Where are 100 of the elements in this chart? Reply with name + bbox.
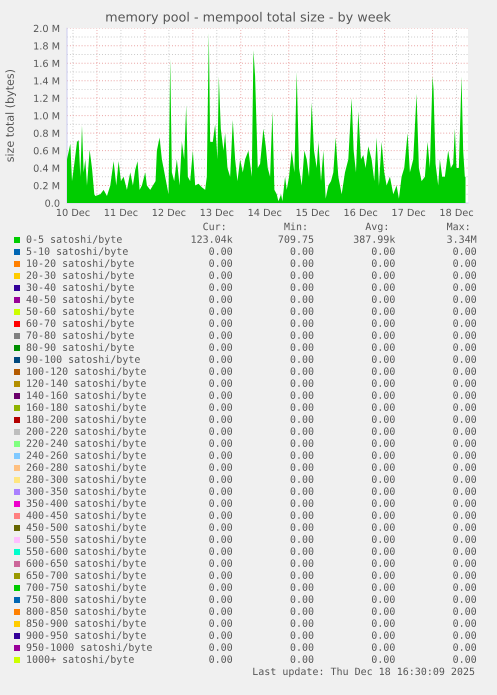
text: 0.00 bbox=[453, 619, 476, 627]
text: 0.00 bbox=[290, 427, 314, 435]
text: 0.00 bbox=[453, 259, 476, 267]
legend-label: 120-140 satoshi/byte bbox=[27, 379, 146, 389]
y-tick-label: 0.0 bbox=[45, 199, 60, 207]
text: 0.00 bbox=[453, 607, 476, 615]
text: 0.00 bbox=[209, 355, 232, 363]
legend-label: 900-950 satoshi/byte bbox=[26, 631, 146, 641]
legend-label: 160-180 satoshi/byte bbox=[27, 403, 146, 413]
text: 0.00 bbox=[209, 631, 232, 639]
text: 0.00 bbox=[209, 367, 232, 375]
text: 0.00 bbox=[453, 487, 476, 495]
text: 0.00 bbox=[290, 475, 314, 483]
text: 0.00 bbox=[453, 379, 476, 387]
legend-label: 20-30 satoshi/byte bbox=[26, 271, 134, 281]
text: 0.00 bbox=[209, 247, 232, 255]
text: 0.00 bbox=[372, 355, 395, 363]
text: 0.00 bbox=[290, 583, 314, 591]
legend-label: 500-550 satoshi/byte bbox=[26, 535, 146, 545]
text: 0.00 bbox=[290, 307, 314, 315]
text: 0.00 bbox=[453, 355, 476, 363]
text: 0.00 bbox=[209, 523, 232, 531]
text: 0.00 bbox=[372, 571, 395, 579]
text: 0.00 bbox=[372, 583, 395, 591]
text: 0.00 bbox=[209, 643, 232, 651]
text: 0.00 bbox=[372, 319, 395, 327]
text: 0.00 bbox=[453, 427, 476, 435]
legend-label: 220-240 satoshi/byte bbox=[26, 439, 146, 449]
text: 0.00 bbox=[372, 655, 395, 663]
text: 0.00 bbox=[290, 571, 314, 579]
text: Min: bbox=[284, 222, 306, 230]
text: 0.00 bbox=[372, 559, 395, 567]
text: 0.00 bbox=[290, 547, 314, 555]
legend-label: 80-90 satoshi/byte bbox=[26, 343, 134, 353]
text: 0.00 bbox=[372, 475, 395, 483]
text: 0.00 bbox=[290, 511, 314, 519]
text: 0.00 bbox=[209, 583, 232, 591]
text: 0.00 bbox=[372, 463, 395, 471]
legend-label: 30-40 satoshi/byte bbox=[26, 283, 134, 293]
text: 0.00 bbox=[453, 283, 476, 291]
y-tick-label: 2.0 M bbox=[34, 24, 60, 32]
legend-label: 750-800 satoshi/byte bbox=[26, 595, 146, 605]
text: 0.00 bbox=[209, 295, 232, 303]
x-tick-label: 17 Dec bbox=[392, 208, 426, 216]
text: 0.00 bbox=[209, 415, 232, 423]
text: 0.00 bbox=[453, 475, 476, 483]
x-tick-label: 11 Dec bbox=[104, 208, 138, 216]
text: 0.00 bbox=[290, 283, 314, 291]
text: Avg: bbox=[365, 222, 387, 232]
text: 0.00 bbox=[209, 379, 232, 387]
text: 0.00 bbox=[290, 319, 314, 327]
text: 709.75 bbox=[278, 235, 314, 243]
text: 0.00 bbox=[372, 523, 395, 531]
text: 0.00 bbox=[372, 595, 395, 603]
text: 0.00 bbox=[209, 451, 232, 459]
text: 0.00 bbox=[372, 619, 395, 627]
text: 0.00 bbox=[453, 535, 476, 543]
x-tick-label: 16 Dec bbox=[344, 208, 378, 216]
text: 387.99k bbox=[354, 235, 396, 243]
text: 0.00 bbox=[453, 571, 476, 579]
text: 0.00 bbox=[290, 415, 314, 423]
text: 0.00 bbox=[290, 403, 314, 411]
text: 0.00 bbox=[209, 403, 232, 411]
text: 0.00 bbox=[290, 487, 314, 495]
text: 0.00 bbox=[209, 595, 232, 603]
text: 0.00 bbox=[372, 403, 395, 411]
text: 0.00 bbox=[453, 415, 476, 423]
text: 0.00 bbox=[372, 247, 395, 255]
text: 0.00 bbox=[453, 391, 476, 399]
y-tick-label: 0.8 M bbox=[34, 130, 60, 137]
text: 0.00 bbox=[290, 295, 314, 303]
text: 0.00 bbox=[372, 439, 395, 447]
text: 0.00 bbox=[372, 427, 395, 435]
legend-label: 40-50 satoshi/byte bbox=[26, 295, 134, 305]
y-tick-label: 1.8 M bbox=[34, 42, 60, 50]
text: 0.00 bbox=[453, 319, 476, 327]
legend-label: 600-650 satoshi/byte bbox=[26, 559, 146, 569]
x-tick-label: 14 Dec bbox=[248, 208, 282, 216]
text: 0.00 bbox=[372, 343, 395, 351]
text: 0.00 bbox=[453, 247, 476, 255]
text: 0.00 bbox=[453, 655, 476, 663]
y-tick-label: 0.2 M bbox=[34, 182, 60, 190]
text: 0.00 bbox=[209, 499, 232, 507]
legend-label: 950-1000 satoshi/byte bbox=[26, 643, 152, 653]
text: 0.00 bbox=[372, 643, 395, 651]
text: 0.00 bbox=[372, 271, 395, 279]
x-tick-label: 12 Dec bbox=[152, 208, 186, 216]
text: 0.00 bbox=[372, 535, 395, 543]
text: 0.00 bbox=[372, 331, 395, 339]
text: 0.00 bbox=[372, 511, 395, 519]
legend-label: 800-850 satoshi/byte bbox=[26, 607, 146, 617]
text: 0.00 bbox=[209, 391, 232, 399]
text: 0.00 bbox=[290, 439, 314, 447]
text: 0.00 bbox=[453, 583, 476, 591]
text: 0.00 bbox=[290, 535, 314, 543]
text: 0.00 bbox=[290, 379, 314, 387]
legend-label: 60-70 satoshi/byte bbox=[26, 319, 134, 329]
text: 0.00 bbox=[209, 259, 232, 267]
text: 0.00 bbox=[372, 259, 395, 267]
text: 0.00 bbox=[453, 343, 476, 351]
